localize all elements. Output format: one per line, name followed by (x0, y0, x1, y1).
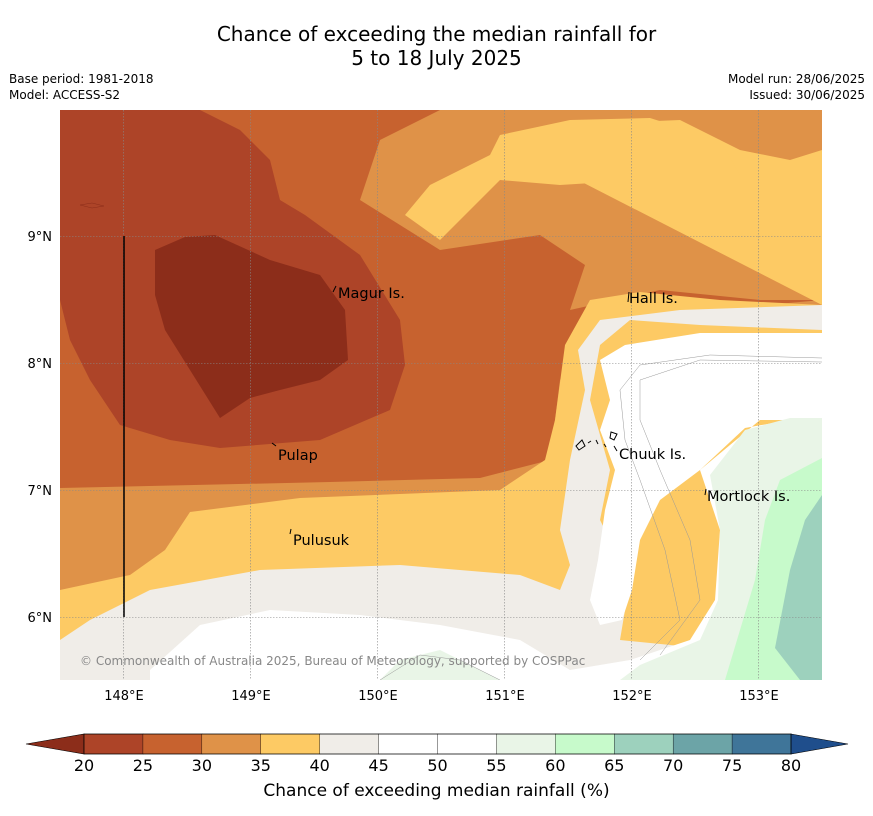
meta-right: Model run: 28/06/2025 Issued: 30/06/2025 (728, 71, 865, 103)
map-title: Chance of exceeding the median rainfall … (0, 22, 873, 70)
zone-below-20 (155, 235, 348, 418)
contour-line-1 (619, 354, 822, 661)
colorbar-cell (614, 733, 674, 755)
y-tick-label: 6°N (28, 611, 53, 626)
colorbar-cell (437, 733, 498, 755)
colorbar-tick-label: 35 (251, 756, 271, 775)
colorbar-cell (142, 733, 203, 755)
colorbar-extend-high (790, 733, 849, 755)
colorbar-tick-label: 60 (545, 756, 565, 775)
colorbar-tick-label: 65 (604, 756, 624, 775)
x-tick-label: 148°E (104, 689, 144, 704)
magur-marker (332, 285, 337, 293)
place-label-pulusuk: Pulusuk (293, 533, 350, 549)
hall-marker (627, 291, 630, 303)
probability-zones (60, 110, 822, 680)
model-run-text: Model run: 28/06/2025 (727, 72, 865, 86)
mortlock-marker (704, 488, 707, 496)
x-tick-label: 151°E (485, 689, 525, 704)
issued-text: Issued: 30/06/2025 (749, 88, 865, 102)
zone-40-45 (60, 305, 822, 680)
colorbar-tick-labels: 20 25 30 35 40 45 50 55 60 65 70 75 80 (74, 756, 801, 775)
x-tick-label: 153°E (739, 689, 779, 704)
x-tick-label: 150°E (358, 689, 398, 704)
colorbar-cell (201, 733, 262, 755)
zone-55-60-south (380, 650, 500, 680)
colorbar-cell (319, 733, 380, 755)
chuuk-atoll (575, 431, 618, 452)
pulap-marker (271, 442, 277, 447)
map-title-line1: Chance of exceeding the median rainfall … (216, 22, 657, 46)
colorbar-extend-low (25, 733, 85, 755)
colorbar-cell (731, 733, 792, 755)
colorbar-cell (496, 733, 557, 755)
place-label-mortlock: Mortlock Is. (707, 489, 790, 505)
base-period-text: Base period: 1981-2018 (9, 72, 154, 86)
colorbar-cell (378, 733, 439, 755)
colorbar-cell (83, 733, 144, 755)
colorbar-tick-label: 50 (427, 756, 447, 775)
colorbar: 20 25 30 35 40 45 50 55 60 65 70 75 80 (25, 733, 849, 775)
colorbar-tick-label: 75 (722, 756, 742, 775)
colorbar-tick-label: 30 (192, 756, 212, 775)
colorbar-frame (83, 733, 792, 755)
x-tick-labels: 148°E 149°E 150°E 151°E 152°E 153°E (104, 689, 779, 704)
map-title-line2: 5 to 18 July 2025 (351, 46, 522, 70)
colorbar-tick-label: 25 (133, 756, 153, 775)
place-labels: Magur Is. Hall Is. Pulap Chuuk Is. Mortl… (278, 286, 790, 549)
pulusuk-marker (289, 528, 292, 535)
small-island-nw (79, 202, 105, 209)
zone-65-70 (775, 495, 822, 680)
zone-35-40-upper (405, 118, 740, 240)
place-label-hall: Hall Is. (629, 291, 678, 307)
colorbar-cell (555, 733, 615, 755)
x-tick-label: 152°E (612, 689, 652, 704)
y-tick-labels: 9°N 8°N 7°N 6°N (28, 230, 53, 626)
colorbar-tick-label: 70 (663, 756, 683, 775)
colorbar-label: Chance of exceeding median rainfall (%) (263, 781, 610, 801)
x-tick-label: 149°E (231, 689, 271, 704)
y-tick-label: 8°N (28, 357, 53, 372)
y-tick-label: 7°N (28, 484, 53, 499)
colorbar-cells (83, 733, 792, 755)
place-label-chuuk: Chuuk Is. (619, 447, 686, 463)
colorbar-tick-label: 80 (781, 756, 801, 775)
colorbar-tick-label: 20 (74, 756, 94, 775)
place-label-pulap: Pulap (278, 448, 318, 464)
y-tick-label: 9°N (28, 230, 53, 245)
copyright-text: © Commonwealth of Australia 2025, Bureau… (80, 654, 585, 668)
colorbar-tick-label: 40 (309, 756, 329, 775)
island-markers (271, 285, 707, 535)
place-label-magur: Magur Is. (338, 286, 405, 302)
colorbar-cell (672, 733, 733, 755)
zone-45-55 (150, 330, 822, 680)
colorbar-tick-label: 55 (486, 756, 506, 775)
colorbar-cell (260, 733, 321, 755)
model-text: Model: ACCESS-S2 (9, 88, 121, 102)
meta-left: Base period: 1981-2018 Model: ACCESS-S2 (9, 71, 154, 103)
colorbar-tick-label: 45 (368, 756, 388, 775)
contour-line-3 (379, 654, 501, 680)
